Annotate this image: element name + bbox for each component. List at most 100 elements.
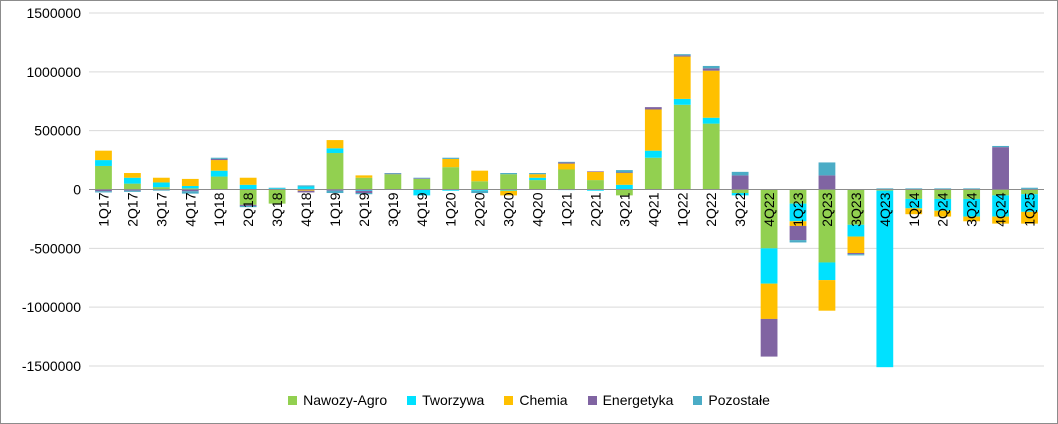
bar-segment [731, 171, 749, 176]
bar-segment [876, 190, 894, 368]
category-label: 4Q21 [645, 192, 661, 226]
bar-segment [702, 123, 720, 190]
legend-label: Pozostałe [708, 392, 770, 408]
bar-segment [992, 147, 1009, 190]
bar-segment [847, 224, 865, 237]
legend-item: Tworzywa [407, 392, 484, 408]
bar-segment [384, 173, 402, 174]
bar-segment [818, 162, 836, 176]
bar-segment [413, 178, 431, 190]
legend-label: Tworzywa [422, 392, 485, 408]
bar-segment [471, 190, 489, 194]
bar-segment [615, 189, 633, 196]
bar-segment [297, 186, 315, 189]
legend-label: Chemia [519, 392, 568, 408]
bar-segment [1021, 189, 1038, 195]
category-label: 2Q20 [472, 192, 488, 226]
bar-segment [500, 190, 518, 196]
y-tick-label: -1000000 [22, 299, 81, 315]
bar-segment [558, 163, 575, 170]
bar-segment [934, 198, 952, 211]
legend-label: Nawozy-Agro [303, 392, 388, 408]
category-label: 2Q18 [240, 192, 256, 226]
bar-segment [673, 98, 691, 105]
bar-segment [152, 182, 170, 188]
bar-segment [355, 193, 373, 195]
bar-segment [471, 181, 489, 190]
bar-segment [702, 117, 720, 124]
bar-segment [95, 165, 112, 190]
bar-segment [1021, 211, 1038, 224]
bar-segment [500, 173, 518, 175]
bar-segment [326, 140, 344, 149]
bar-segment [818, 262, 836, 281]
bar-segment [789, 203, 807, 222]
category-label: 1Q17 [95, 192, 111, 226]
bar-segment [992, 145, 1009, 148]
bar-segment [905, 208, 923, 215]
bar-segment [615, 172, 633, 174]
bar-segment [760, 283, 778, 319]
bar-segment [731, 175, 749, 190]
bar-segment [963, 198, 981, 217]
category-label: 1Q23 [790, 192, 806, 226]
category-label: 1Q22 [674, 192, 690, 226]
bar-segment [847, 253, 865, 255]
bar-segment [297, 185, 315, 187]
bar-segment [95, 191, 112, 193]
bar-segment [210, 157, 228, 159]
category-label: 3Q23 [848, 192, 864, 226]
bar-segment [847, 254, 865, 256]
category-label: 1Q21 [559, 192, 575, 226]
bar-segment [355, 175, 373, 178]
category-label: 2Q19 [356, 192, 372, 226]
bar-segment [95, 150, 112, 161]
bar-segment [818, 280, 836, 311]
category-label: 3Q18 [269, 192, 285, 226]
bar-segment [876, 188, 894, 189]
bar-segment [673, 104, 691, 190]
bar-segment [760, 318, 778, 357]
category-label: 4Q20 [530, 192, 546, 226]
bar-segment [95, 189, 112, 192]
bar-segment [673, 56, 691, 99]
bar-segment [615, 170, 633, 173]
category-label: 4Q17 [182, 192, 198, 226]
category-label: 3Q20 [501, 192, 517, 226]
bar-segment [702, 68, 720, 71]
bar-segment [876, 189, 894, 191]
bar-segment [413, 177, 431, 179]
category-label: 4Q23 [877, 192, 893, 226]
legend-label: Energetyka [602, 392, 674, 408]
bar-segment [529, 174, 546, 178]
bar-segment [934, 210, 952, 217]
bar-segment [442, 167, 460, 190]
bar-segment [239, 204, 257, 206]
bar-segment [124, 190, 141, 192]
bar-segment [239, 205, 257, 208]
category-label: 4Q18 [298, 192, 314, 226]
bar-segment [500, 174, 518, 190]
bar-segment [615, 173, 633, 185]
bar-segment [818, 175, 836, 190]
bar-segment [702, 70, 720, 118]
bar-segment [326, 153, 344, 190]
bar-segment [644, 109, 662, 151]
bar-segment [847, 236, 865, 254]
category-label: 2Q24 [935, 192, 951, 226]
bar-segment [934, 189, 952, 199]
legend-swatch [587, 395, 597, 405]
stacked-bar-chart: -1500000 -1000000 -500000 0 500000 1000000 150… [22, 5, 1044, 374]
category-label: 2Q23 [819, 192, 835, 226]
category-label: 1Q20 [443, 192, 459, 226]
bar-segment [905, 189, 923, 199]
category-label: 3Q21 [616, 192, 632, 226]
bar-segment [210, 170, 228, 177]
bar-segment [644, 150, 662, 158]
legend-item: Nawozy-Agro [288, 392, 387, 408]
bar-segment [760, 248, 778, 284]
bar-segment [124, 173, 141, 178]
bar-segment [239, 184, 257, 190]
y-tick-label: 500000 [34, 123, 81, 139]
